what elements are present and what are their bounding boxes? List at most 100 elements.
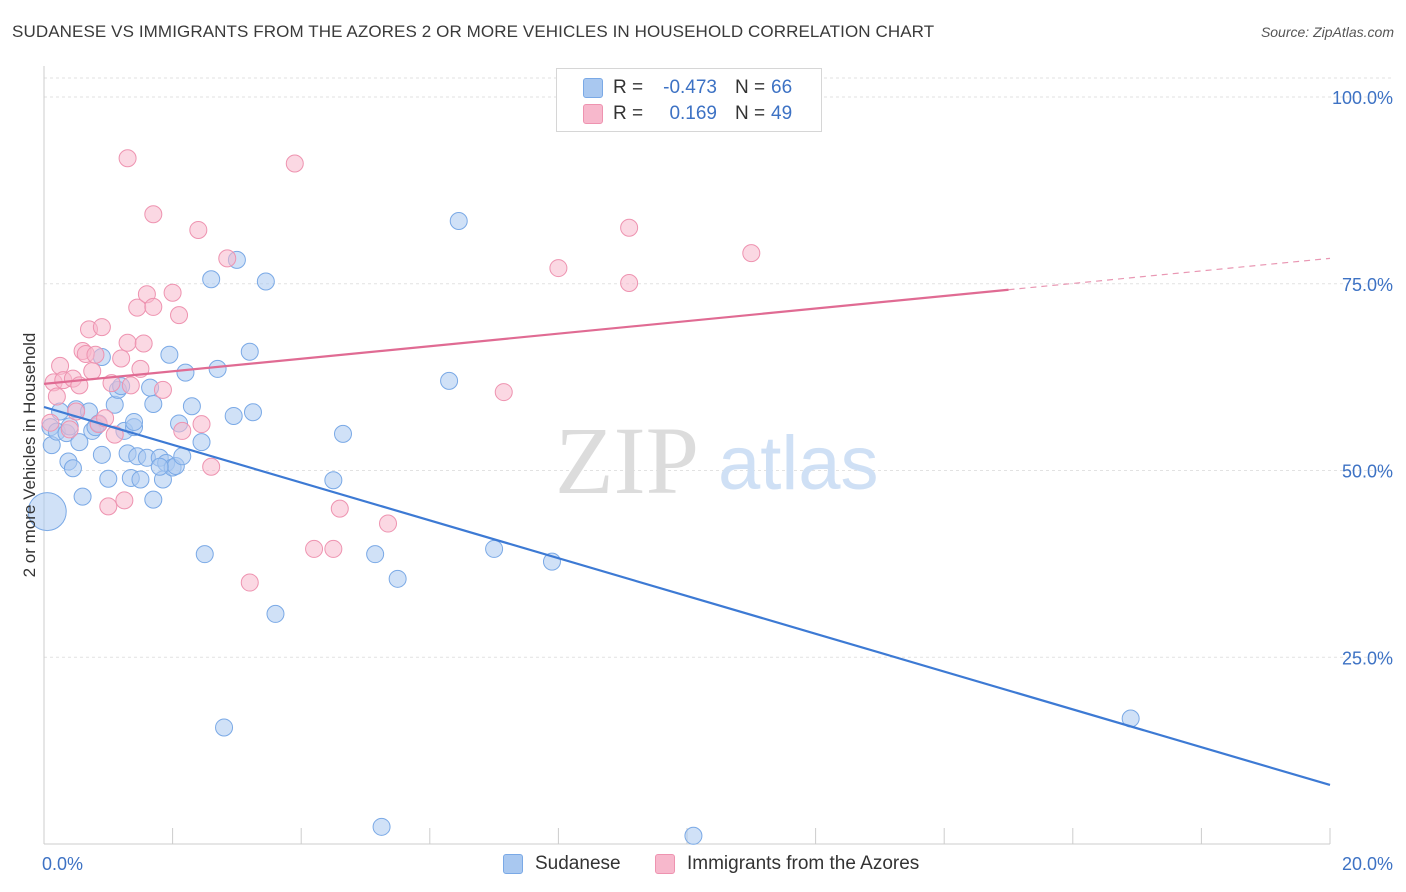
point-azores (118, 149, 137, 168)
point-sudanese (73, 487, 92, 506)
point-azores (60, 420, 79, 439)
point-azores (134, 334, 153, 353)
point-sudanese (215, 718, 234, 737)
y-tick-label: 25.0% (1342, 648, 1393, 668)
axes (43, 66, 1331, 845)
legend-r-label: R = (613, 103, 644, 124)
point-sudanese (176, 363, 195, 382)
x-tick-label: 20.0% (1342, 854, 1393, 874)
point-sudanese (240, 342, 259, 361)
point-azores (41, 413, 60, 432)
trend-line-sudanese (43, 405, 1331, 787)
point-sudanese (440, 371, 459, 390)
point-azores (330, 499, 349, 518)
point-sudanese (182, 397, 201, 416)
point-sudanese (131, 470, 150, 489)
point-azores (620, 218, 639, 237)
point-azores (202, 457, 221, 476)
point-azores (153, 380, 172, 399)
point-sudanese (192, 433, 211, 452)
bottom-legend-swatch-azores (655, 854, 675, 874)
legend-n-value-sudanese: 66 (771, 77, 793, 98)
point-azores (118, 333, 137, 352)
legend-r-label: R = (613, 77, 644, 98)
correlation-legend: R = -0.473 N = 66 R = 0.169 N = 49 (556, 68, 822, 132)
point-azores (102, 374, 121, 393)
point-azores (620, 274, 639, 293)
point-azores (163, 283, 182, 302)
point-azores (144, 297, 163, 316)
point-sudanese (160, 345, 179, 364)
point-sudanese (372, 817, 391, 836)
legend-swatch-azores (583, 104, 603, 124)
point-azores (96, 409, 115, 428)
chart-source: Source: ZipAtlas.com (1260, 24, 1394, 40)
point-azores (170, 306, 189, 325)
point-azores (86, 345, 105, 364)
point-sudanese (150, 457, 169, 476)
legend-n-label: N = (735, 77, 766, 98)
point-sudanese (256, 272, 275, 291)
y-tick-label: 50.0% (1342, 462, 1393, 482)
point-sudanese (266, 604, 285, 623)
point-azores (112, 349, 131, 368)
bottom-legend-swatch-sudanese (503, 854, 523, 874)
legend-r-value-sudanese: -0.473 (663, 77, 717, 98)
point-azores (324, 539, 343, 558)
point-sudanese (208, 359, 227, 378)
point-azores (189, 220, 208, 239)
legend-r-value-azores: 0.169 (669, 103, 717, 124)
point-sudanese (388, 569, 407, 588)
point-azores (379, 514, 398, 533)
scatter-points (27, 149, 1140, 845)
legend-swatch-sudanese (583, 78, 603, 98)
point-sudanese (144, 490, 163, 509)
point-azores (115, 491, 134, 510)
legend-n-value-azores: 49 (771, 103, 793, 124)
trend-line-azores (43, 288, 1009, 385)
point-sudanese (684, 826, 703, 845)
y-tick-label: 75.0% (1342, 275, 1393, 295)
point-sudanese (195, 545, 214, 564)
grid-lines (44, 77, 1392, 658)
point-sudanese (449, 212, 468, 231)
point-sudanese (92, 445, 111, 464)
tick-labels: 25.0% 50.0% 75.0% 100.0% 0.0% 20.0% (42, 88, 1393, 874)
point-azores (192, 415, 211, 434)
point-azores (92, 318, 111, 337)
y-tick-label: 100.0% (1332, 88, 1393, 108)
point-azores (105, 425, 124, 444)
point-azores (99, 497, 118, 516)
point-sudanese (224, 406, 243, 425)
point-sudanese (366, 545, 385, 564)
trend-line-azores-extension (1008, 257, 1331, 291)
point-sudanese (333, 424, 352, 443)
point-sudanese (27, 492, 67, 532)
point-azores (83, 362, 102, 381)
point-azores (285, 154, 304, 173)
point-sudanese (99, 469, 118, 488)
watermark-atlas: atlas (718, 421, 879, 506)
point-sudanese (70, 433, 89, 452)
watermark: ZIP atlas (555, 407, 879, 514)
watermark-zip: ZIP (555, 407, 699, 514)
point-sudanese (243, 403, 262, 422)
point-azores (121, 376, 140, 395)
bottom-legend-label-azores: Immigrants from the Azores (687, 853, 920, 874)
point-azores (305, 539, 324, 558)
point-sudanese (485, 539, 504, 558)
point-sudanese (324, 471, 343, 490)
legend-n-label: N = (735, 103, 766, 124)
y-axis-label: 2 or more Vehicles in Household (20, 333, 39, 578)
point-azores (218, 249, 237, 268)
point-azores (742, 244, 761, 263)
x-tick-label: 0.0% (42, 854, 83, 874)
point-sudanese (63, 459, 82, 478)
point-sudanese (144, 395, 163, 414)
point-azores (173, 421, 192, 440)
point-sudanese (202, 270, 221, 289)
trend-lines (43, 257, 1331, 787)
point-azores (47, 387, 66, 406)
point-azores (494, 383, 513, 402)
